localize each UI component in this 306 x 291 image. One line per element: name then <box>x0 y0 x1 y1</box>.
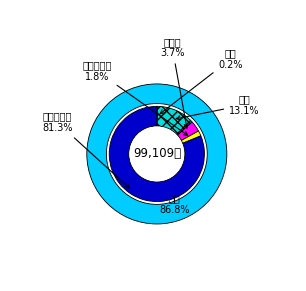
Wedge shape <box>181 131 201 143</box>
Wedge shape <box>109 106 204 202</box>
Text: 私立
86.8%: 私立 86.8% <box>159 194 190 215</box>
Text: 個人立
3.7%: 個人立 3.7% <box>160 37 188 128</box>
Wedge shape <box>157 106 192 135</box>
Text: 99,109人: 99,109人 <box>133 148 181 160</box>
Circle shape <box>130 127 183 180</box>
Text: 公立
13.1%: 公立 13.1% <box>176 94 259 120</box>
Text: 国立
0.2%: 国立 0.2% <box>160 49 243 114</box>
Wedge shape <box>177 122 199 141</box>
Text: 宗教法人立
1.8%: 宗教法人立 1.8% <box>83 61 188 135</box>
Text: 学校法人立
81.3%: 学校法人立 81.3% <box>42 112 129 188</box>
Wedge shape <box>87 84 227 224</box>
